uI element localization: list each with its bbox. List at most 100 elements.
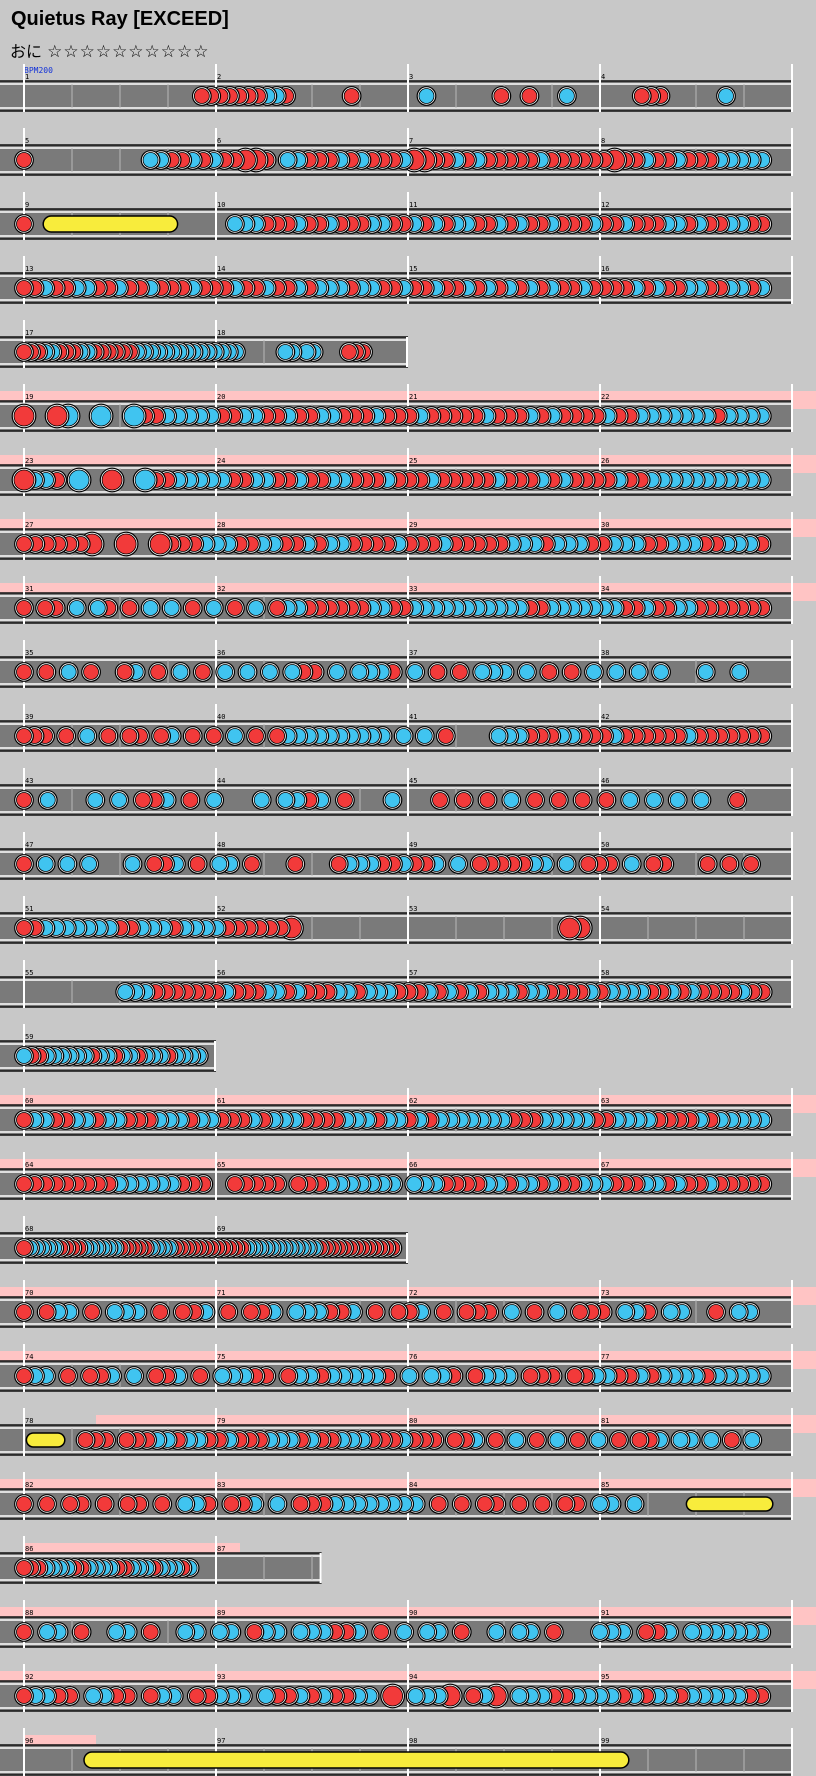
note-face — [258, 1688, 274, 1704]
note-face — [572, 1304, 588, 1320]
ka-note — [644, 790, 664, 810]
note-face — [292, 1624, 309, 1640]
ka-note — [203, 598, 224, 618]
don-note — [539, 662, 560, 682]
don-note — [182, 726, 203, 746]
note-face — [148, 1368, 165, 1384]
note-face — [59, 856, 76, 872]
note-face — [89, 600, 106, 616]
ka-note — [275, 342, 296, 362]
note-face — [703, 1432, 720, 1448]
don-note — [463, 1686, 484, 1706]
note-face — [142, 1688, 159, 1704]
don-note — [191, 86, 212, 106]
don-note — [491, 86, 512, 106]
measure-number: 95 — [601, 1673, 609, 1681]
measure-number: 93 — [217, 1673, 225, 1681]
don-note — [444, 1430, 465, 1450]
measure-number: 2 — [217, 73, 221, 81]
ka-note — [140, 598, 161, 618]
measure-number: 71 — [217, 1289, 225, 1297]
note-face — [519, 664, 535, 680]
measure-number: 88 — [25, 1609, 33, 1617]
don-note — [14, 726, 34, 746]
measure-number: 41 — [409, 713, 417, 721]
note-face — [508, 1432, 525, 1448]
note-face — [142, 600, 159, 616]
ka-note — [225, 214, 245, 234]
note-face — [646, 792, 662, 808]
ka-note — [209, 1622, 230, 1642]
don-note — [474, 1494, 495, 1514]
don-note — [285, 854, 306, 874]
measure-number: 13 — [25, 265, 33, 273]
measure-number: 6 — [217, 137, 221, 145]
don-note — [190, 1366, 211, 1386]
measure-number: 58 — [601, 969, 609, 977]
ka-note — [175, 1622, 196, 1642]
note-face — [68, 469, 90, 491]
note-face — [220, 1304, 237, 1320]
measure-number: 87 — [217, 1545, 225, 1553]
note-face — [248, 728, 264, 744]
note-face — [253, 792, 270, 808]
don-note — [80, 1366, 100, 1386]
measure-number: 69 — [217, 1225, 225, 1233]
don-note — [182, 598, 203, 618]
ka-note — [716, 86, 736, 106]
measure-number: 48 — [217, 841, 225, 849]
ka-note — [620, 790, 641, 810]
ka-note — [506, 1430, 527, 1450]
don-note — [485, 1430, 506, 1450]
measure-number: 66 — [409, 1161, 417, 1169]
note-face — [96, 1496, 113, 1512]
ka-note — [547, 1302, 568, 1322]
note-face — [453, 1496, 470, 1512]
ka-note — [509, 1622, 530, 1642]
ka-note — [501, 1302, 522, 1322]
don-note — [14, 1366, 34, 1386]
measure-number: 25 — [409, 457, 417, 465]
don-note — [246, 726, 266, 746]
note-face — [723, 1432, 740, 1448]
don-note — [148, 662, 169, 682]
note-face — [79, 728, 96, 744]
difficulty-stars: ☆☆☆☆☆☆☆☆☆☆ — [47, 42, 210, 62]
don-note — [225, 1174, 245, 1194]
note-face — [16, 1304, 32, 1320]
note-face — [598, 792, 615, 808]
don-note — [519, 86, 540, 106]
don-note — [465, 1366, 486, 1386]
don-note — [14, 662, 34, 682]
note-face — [337, 792, 353, 808]
note-face — [16, 1240, 32, 1256]
ka-note — [394, 1622, 415, 1642]
measure-number: 72 — [409, 1289, 417, 1297]
ka-note — [691, 790, 712, 810]
note-face — [16, 536, 32, 552]
don-note — [451, 1494, 472, 1514]
ka-note — [296, 342, 317, 362]
don-note — [150, 1302, 171, 1322]
note-face — [16, 856, 32, 872]
note-face — [46, 405, 68, 427]
ka-note — [404, 1174, 425, 1194]
don-note — [526, 1430, 547, 1450]
drumroll-note — [25, 1432, 66, 1448]
note-face — [744, 1432, 761, 1448]
measure-number: 83 — [217, 1481, 225, 1489]
ka-note — [584, 662, 604, 682]
note-face — [39, 1496, 55, 1512]
measure-number: 89 — [217, 1609, 225, 1617]
measure-number: 19 — [25, 393, 33, 401]
note-face — [205, 600, 222, 616]
note-face — [38, 1304, 55, 1320]
note-face — [239, 664, 256, 680]
note-face — [172, 664, 189, 680]
note-face — [511, 1624, 528, 1640]
don-note — [643, 854, 664, 874]
don-note — [172, 1302, 193, 1322]
note-face — [432, 792, 448, 808]
don-note — [609, 1430, 629, 1450]
measure-number: 84 — [409, 1481, 417, 1489]
